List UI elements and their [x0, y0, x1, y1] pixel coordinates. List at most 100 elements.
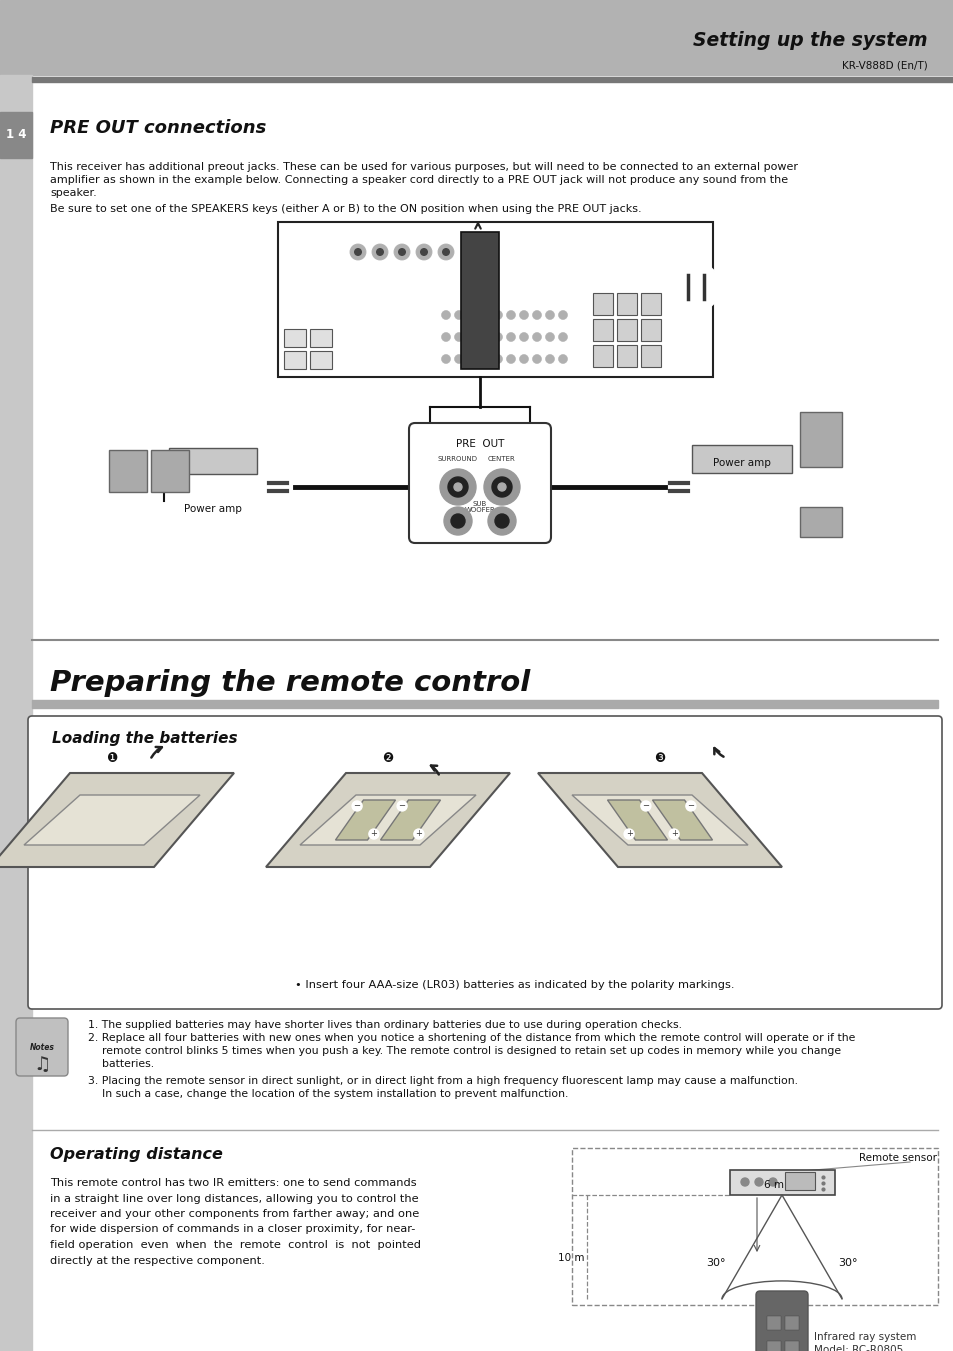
Circle shape — [394, 245, 410, 259]
Bar — [691, 444, 791, 473]
Bar — [640, 293, 660, 315]
Bar — [0, 112, 32, 158]
Text: Power amp: Power amp — [712, 458, 770, 467]
Text: Model: RC-R0805: Model: RC-R0805 — [813, 1346, 902, 1351]
Text: in a straight line over long distances, allowing you to control the: in a straight line over long distances, … — [50, 1193, 418, 1204]
Text: +: + — [670, 830, 677, 839]
Text: This remote control has two IR emitters: one to send commands: This remote control has two IR emitters:… — [50, 1178, 416, 1188]
Polygon shape — [652, 800, 712, 840]
Circle shape — [492, 477, 512, 497]
Circle shape — [416, 245, 432, 259]
Text: 30°: 30° — [838, 1258, 857, 1267]
Text: ❸: ❸ — [654, 751, 665, 765]
Circle shape — [480, 332, 489, 342]
Circle shape — [558, 354, 567, 363]
Bar — [0, 0, 953, 76]
Bar — [640, 345, 660, 367]
Polygon shape — [266, 773, 510, 867]
Circle shape — [480, 354, 489, 363]
Circle shape — [443, 507, 472, 535]
Circle shape — [519, 311, 528, 319]
Bar — [32, 77, 953, 82]
Text: field operation  even  when  the  remote  control  is  not  pointed: field operation even when the remote con… — [50, 1240, 420, 1250]
Circle shape — [545, 311, 554, 319]
Bar — [32, 700, 937, 708]
Text: ❷: ❷ — [382, 751, 394, 765]
Circle shape — [488, 507, 516, 535]
Text: directly at the respective component.: directly at the respective component. — [50, 1255, 265, 1266]
Circle shape — [532, 354, 541, 363]
Bar — [284, 351, 306, 369]
Bar — [0, 76, 32, 1351]
Text: Be sure to set one of the SPEAKERS keys (either A or B) to the ON position when : Be sure to set one of the SPEAKERS keys … — [50, 204, 641, 213]
Circle shape — [441, 332, 450, 342]
Circle shape — [483, 469, 519, 505]
Circle shape — [545, 354, 554, 363]
Text: • Insert four AAA-size (LR03) batteries as indicated by the polarity markings.: • Insert four AAA-size (LR03) batteries … — [294, 979, 734, 990]
Circle shape — [532, 311, 541, 319]
Polygon shape — [24, 794, 200, 844]
Circle shape — [354, 249, 361, 255]
Polygon shape — [607, 800, 667, 840]
Text: This receiver has additional preout jacks. These can be used for various purpose: This receiver has additional preout jack… — [50, 162, 797, 172]
Text: KR-V888D (En/T): KR-V888D (En/T) — [841, 59, 927, 70]
Circle shape — [439, 469, 476, 505]
Bar — [593, 293, 613, 315]
Bar — [800, 507, 841, 536]
Text: ❶: ❶ — [107, 751, 117, 765]
Circle shape — [640, 801, 650, 811]
Text: receiver and your other components from farther away; and one: receiver and your other components from … — [50, 1209, 418, 1219]
Text: 30°: 30° — [705, 1258, 725, 1267]
Bar — [572, 1148, 937, 1305]
Circle shape — [506, 354, 515, 363]
Text: PRE OUT connections: PRE OUT connections — [50, 119, 266, 136]
Circle shape — [437, 245, 454, 259]
Bar — [640, 319, 660, 340]
Bar — [460, 232, 498, 369]
Text: +: + — [370, 830, 377, 839]
Text: Setting up the system: Setting up the system — [693, 31, 927, 50]
Polygon shape — [299, 794, 476, 844]
Text: 6 m: 6 m — [763, 1179, 783, 1190]
Bar — [800, 412, 841, 467]
Circle shape — [467, 332, 476, 342]
Circle shape — [414, 830, 423, 839]
Circle shape — [671, 263, 720, 311]
Bar — [593, 319, 613, 340]
Circle shape — [352, 801, 362, 811]
Text: Operating distance: Operating distance — [50, 1147, 223, 1162]
Text: Remote sensor: Remote sensor — [858, 1152, 936, 1163]
Circle shape — [396, 801, 407, 811]
Bar — [617, 293, 637, 315]
Circle shape — [545, 332, 554, 342]
Text: for wide dispersion of commands in a closer proximity, for near-: for wide dispersion of commands in a clo… — [50, 1224, 415, 1235]
Circle shape — [668, 830, 679, 839]
Circle shape — [372, 245, 388, 259]
Circle shape — [467, 311, 476, 319]
Bar — [310, 330, 332, 347]
Text: Notes: Notes — [30, 1043, 54, 1051]
Text: SUB
WOOFER: SUB WOOFER — [464, 500, 495, 513]
Bar — [151, 450, 189, 492]
Polygon shape — [537, 773, 781, 867]
Circle shape — [495, 513, 509, 528]
Bar — [593, 345, 613, 367]
Circle shape — [768, 1178, 776, 1186]
Text: 10 m: 10 m — [558, 1252, 584, 1263]
Text: Power amp: Power amp — [184, 504, 242, 513]
Circle shape — [454, 311, 463, 319]
Circle shape — [350, 245, 366, 259]
FancyBboxPatch shape — [755, 1292, 807, 1351]
Bar — [169, 449, 256, 474]
Bar — [284, 330, 306, 347]
Text: speaker.: speaker. — [50, 188, 96, 199]
Circle shape — [754, 1178, 762, 1186]
Text: −: − — [687, 801, 694, 811]
Circle shape — [451, 513, 464, 528]
Circle shape — [506, 311, 515, 319]
Circle shape — [441, 354, 450, 363]
Circle shape — [519, 332, 528, 342]
Text: Preparing the remote control: Preparing the remote control — [50, 669, 530, 697]
Circle shape — [493, 311, 502, 319]
FancyBboxPatch shape — [16, 1019, 68, 1075]
